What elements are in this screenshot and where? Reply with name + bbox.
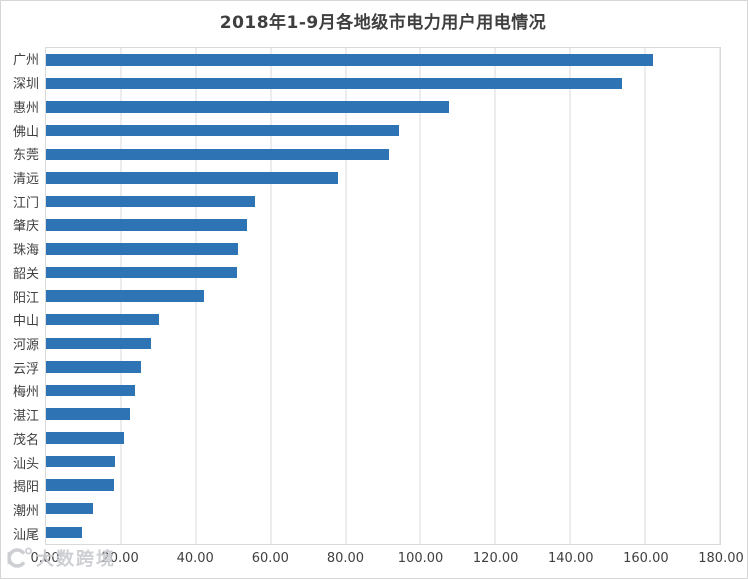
- plot-area: [45, 47, 721, 545]
- x-tick-label: 160.00: [623, 551, 669, 566]
- bar-row: [46, 237, 720, 261]
- category-label: 珠海: [12, 243, 39, 259]
- bar: [46, 124, 400, 137]
- bar: [46, 361, 141, 373]
- x-tick-label: 140.00: [548, 551, 594, 566]
- bar: [46, 195, 256, 208]
- bar-row: [46, 190, 720, 214]
- category-label: 肇庆: [12, 219, 39, 235]
- category-label: 韶关: [12, 266, 39, 282]
- x-tick-label: 40.00: [176, 551, 214, 566]
- x-tick-label: 100.00: [397, 551, 444, 566]
- x-tick-label: 180.00: [698, 551, 744, 566]
- bar-row: [46, 95, 720, 119]
- bar-row: [46, 143, 720, 167]
- gridline: [345, 48, 347, 544]
- category-label: 东莞: [12, 148, 39, 164]
- bar-row: [46, 355, 720, 379]
- bar-row: [46, 261, 720, 285]
- x-tick-label: 80.00: [326, 551, 365, 566]
- category-label: 湛江: [12, 409, 39, 425]
- bar-row: [46, 426, 720, 450]
- category-label: 揭阳: [12, 480, 39, 496]
- bar: [46, 384, 135, 397]
- gridline: [494, 48, 496, 544]
- gridline: [719, 48, 721, 544]
- bar: [46, 54, 653, 66]
- bar: [46, 243, 239, 255]
- bar-row: [46, 48, 720, 72]
- chart-title: 2018年1-9月各地级市电力用户用电情况: [219, 13, 547, 33]
- x-tick-label: 60.00: [251, 551, 289, 566]
- category-label: 深圳: [12, 77, 39, 93]
- bar-row: [46, 308, 720, 332]
- category-label: 江门: [12, 195, 39, 211]
- bar-row: [46, 72, 720, 96]
- bar-row: [46, 402, 720, 426]
- bar-row: [46, 521, 720, 545]
- x-tick-label: 0.00: [30, 551, 60, 566]
- gridline: [644, 48, 646, 544]
- bar: [46, 77, 623, 90]
- category-label: 佛山: [12, 124, 39, 140]
- category-label: 清远: [12, 171, 39, 187]
- bar: [46, 479, 114, 491]
- category-label: 阳江: [12, 290, 39, 306]
- bar-row: [46, 379, 720, 403]
- bar-row: [46, 473, 720, 497]
- bar: [46, 219, 248, 231]
- bar-row: [46, 284, 720, 308]
- category-label: 茂名: [12, 432, 39, 448]
- gridline: [270, 48, 272, 544]
- bar-row: [46, 166, 720, 190]
- x-tick-label: 20.00: [101, 551, 139, 566]
- category-label: 梅州: [12, 385, 39, 401]
- category-label: 河源: [12, 337, 39, 353]
- category-label: 汕尾: [12, 527, 39, 543]
- bar: [46, 526, 82, 539]
- x-tick-label: 120.00: [472, 551, 519, 566]
- bar: [46, 290, 205, 302]
- y-axis-labels: 广州深圳惠州佛山东莞清远江门肇庆珠海韶关阳江中山河源云浮梅州湛江茂名汕头揭阳潮州…: [1, 47, 39, 545]
- category-label: 惠州: [12, 100, 39, 116]
- bar: [46, 337, 151, 350]
- bar: [46, 172, 339, 184]
- bar-series: [46, 48, 720, 544]
- bar: [46, 408, 130, 420]
- bar: [46, 502, 93, 515]
- category-label: 广州: [12, 53, 39, 69]
- bar: [46, 313, 160, 326]
- bar-row: [46, 119, 720, 143]
- bar-row: [46, 213, 720, 237]
- bar: [46, 148, 389, 161]
- x-axis-labels: 0.00 20.00 40.00 60.00 80.00 100.00 120.00 140.…: [1, 551, 747, 569]
- bar: [46, 101, 450, 113]
- bar: [46, 266, 238, 279]
- gridline: [419, 48, 421, 544]
- bar: [46, 432, 124, 444]
- category-label: 潮州: [12, 504, 39, 520]
- bar-row: [46, 332, 720, 356]
- bar-row: [46, 450, 720, 474]
- category-label: 汕头: [12, 456, 39, 472]
- category-label: 中山: [12, 314, 39, 330]
- bar-row: [46, 497, 720, 521]
- category-label: 云浮: [12, 361, 39, 377]
- gridline: [569, 48, 571, 544]
- bar: [46, 455, 115, 468]
